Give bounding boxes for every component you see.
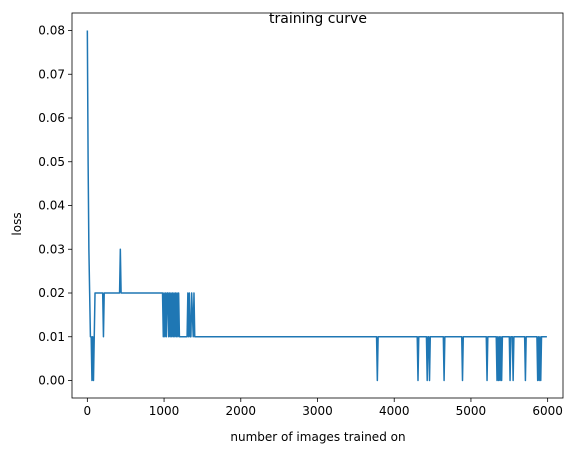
y-tick-label: 0.00 bbox=[38, 374, 65, 388]
x-axis-ticks: 0 1000 2000 3000 4000 5000 6000 bbox=[84, 398, 563, 418]
y-tick-label: 0.03 bbox=[38, 242, 65, 256]
x-tick-label: 0 bbox=[84, 404, 92, 418]
x-tick-label: 1000 bbox=[149, 404, 180, 418]
x-tick-label: 2000 bbox=[226, 404, 257, 418]
y-axis-ticks: 0.00 0.01 0.02 0.03 0.04 0.05 0.06 0.07 0.08 bbox=[38, 24, 72, 388]
y-tick-label: 0.06 bbox=[38, 111, 65, 125]
y-tick-label: 0.05 bbox=[38, 155, 65, 169]
y-tick-label: 0.02 bbox=[38, 286, 65, 300]
plot-area bbox=[86, 30, 547, 382]
plot-frame bbox=[71, 12, 564, 399]
y-tick-label: 0.04 bbox=[38, 199, 65, 213]
x-axis-label: number of images trained on bbox=[230, 430, 405, 444]
y-axis-label: loss bbox=[10, 212, 24, 235]
x-tick-label: 4000 bbox=[379, 404, 410, 418]
x-tick-label: 5000 bbox=[456, 404, 487, 418]
x-tick-label: 6000 bbox=[532, 404, 563, 418]
loss-series-line bbox=[86, 30, 547, 382]
y-tick-label: 0.07 bbox=[38, 67, 65, 81]
x-tick-label: 3000 bbox=[302, 404, 333, 418]
y-tick-label: 0.08 bbox=[38, 24, 65, 38]
chart-title: training curve bbox=[269, 11, 367, 27]
y-tick-label: 0.01 bbox=[38, 330, 65, 344]
